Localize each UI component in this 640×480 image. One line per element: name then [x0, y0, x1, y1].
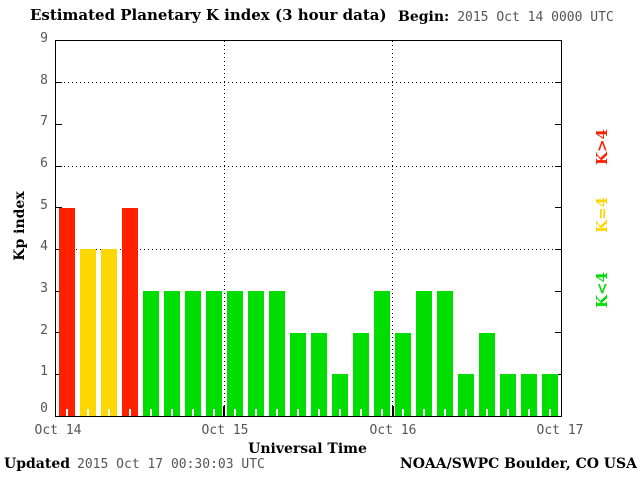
hour-tick — [381, 409, 384, 416]
y-axis-label-3: 3 — [40, 281, 48, 296]
y-axis-label-6: 6 — [40, 156, 48, 171]
kp-bar-22 — [521, 374, 538, 416]
y-tick-left — [56, 207, 62, 209]
y-axis-label-9: 9 — [40, 31, 48, 46]
footer-updated: Updated 2015 Oct 17 00:30:03 UTC — [4, 456, 265, 472]
day-divider — [223, 41, 225, 416]
hgridline-k4 — [56, 248, 561, 250]
hour-tick — [233, 409, 236, 416]
kp-bar-19 — [458, 374, 475, 416]
kp-bar-12 — [311, 332, 328, 416]
kp-bar-17 — [416, 291, 433, 416]
kp-bar-21 — [500, 374, 517, 416]
y-tick-right — [555, 373, 561, 375]
y-tick-left — [56, 123, 62, 125]
kp-bar-10 — [268, 291, 285, 416]
y-axis-label-8: 8 — [40, 72, 48, 88]
hgridline-k8 — [56, 82, 561, 84]
y-axis-label-2: 2 — [40, 322, 48, 338]
hour-tick — [507, 409, 510, 416]
y-tick-left — [56, 165, 62, 167]
kp-bar-15 — [374, 291, 391, 416]
kp-bar-2 — [100, 249, 117, 416]
hour-tick — [191, 409, 194, 416]
y-tick-right — [555, 123, 561, 125]
hour-tick — [275, 409, 278, 416]
kp-bar-3 — [121, 207, 138, 416]
hour-tick — [465, 409, 468, 416]
updated-label: Updated — [4, 456, 71, 472]
hour-tick — [149, 409, 152, 416]
x-tick-label-oct-15: Oct 15 — [201, 423, 249, 438]
y-tick-right — [555, 82, 561, 84]
kp-bar-11 — [289, 332, 306, 416]
kp-bar-16 — [395, 332, 412, 416]
hour-tick — [170, 409, 173, 416]
hour-tick — [107, 409, 110, 416]
hour-tick — [296, 409, 299, 416]
hour-tick — [339, 409, 342, 416]
updated-value: 2015 Oct 17 00:30:03 UTC — [77, 457, 265, 472]
day-major-tick — [223, 406, 226, 416]
y-tick-right — [555, 248, 561, 250]
kp-bar-6 — [184, 291, 201, 416]
hour-tick — [423, 409, 426, 416]
hour-tick — [360, 409, 363, 416]
kp-bar-9 — [247, 291, 264, 416]
x-axis-title: Universal Time — [248, 441, 367, 457]
y-axis-label-1: 1 — [40, 364, 48, 380]
hour-tick — [65, 409, 68, 416]
y-axis-label-0: 0 — [40, 401, 48, 416]
day-divider — [392, 41, 394, 416]
y-tick-right — [555, 332, 561, 334]
y-tick-right — [555, 290, 561, 292]
x-tick-label-oct-14: Oct 14 — [34, 423, 82, 438]
chart-title: Estimated Planetary K index (3 hour data… — [30, 6, 387, 24]
kp-bar-23 — [542, 374, 559, 416]
y-tick-right — [555, 165, 561, 167]
hour-tick — [486, 409, 489, 416]
hour-tick — [128, 409, 131, 416]
legend-label-k-gt-4: K>4 — [593, 128, 611, 166]
hour-tick — [528, 409, 531, 416]
begin-label: Begin: — [398, 9, 450, 25]
x-tick-label-oct-16: Oct 16 — [369, 423, 417, 438]
hour-tick — [254, 409, 257, 416]
kp-bar-0 — [58, 207, 75, 416]
kp-bar-7 — [205, 291, 222, 416]
y-tick-right — [555, 207, 561, 209]
hour-tick — [212, 409, 215, 416]
hour-tick — [402, 409, 405, 416]
kp-bar-13 — [332, 374, 349, 416]
legend-label-k-lt-4: K<4 — [593, 271, 611, 309]
y-axis-label-5: 5 — [40, 197, 48, 213]
footer-credit: NOAA/SWPC Boulder, CO USA — [399, 456, 637, 472]
kp-bar-14 — [353, 332, 370, 416]
kp-bar-5 — [163, 291, 180, 416]
kp-bar-4 — [142, 291, 159, 416]
plot-area — [55, 40, 562, 417]
legend-label-k-eq-4: K=4 — [593, 196, 611, 234]
x-tick-label-oct-17: Oct 17 — [536, 423, 584, 438]
hgridline-k6 — [56, 165, 561, 167]
kp-bar-20 — [479, 332, 496, 416]
y-tick-left — [56, 82, 62, 84]
hour-tick — [86, 409, 89, 416]
day-major-tick — [391, 406, 394, 416]
kp-bar-18 — [437, 291, 454, 416]
hour-tick — [318, 409, 321, 416]
hour-tick — [444, 409, 447, 416]
kp-bar-1 — [79, 249, 96, 416]
y-axis-label-4: 4 — [40, 239, 48, 255]
kp-bar-8 — [226, 291, 243, 416]
y-axis-label-7: 7 — [40, 114, 48, 130]
hour-tick — [549, 409, 552, 416]
begin-row: Begin: 2015 Oct 14 0000 UTC — [398, 9, 614, 25]
begin-value: 2015 Oct 14 0000 UTC — [457, 10, 614, 25]
